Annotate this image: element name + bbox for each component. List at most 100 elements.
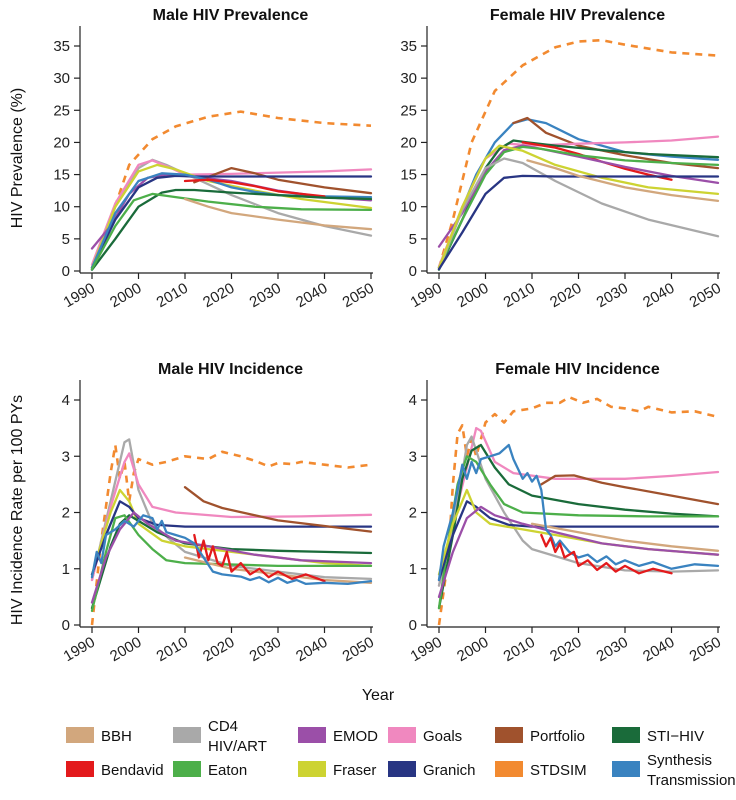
series-line-stdsim	[90, 443, 372, 626]
series-line-portfolio	[193, 166, 373, 195]
legend-label: HIV/ART	[208, 738, 267, 755]
x-tick-label: 2040	[640, 280, 677, 311]
legend-item-fraser: Fraser	[298, 761, 376, 779]
y-tick-label: 3	[409, 448, 417, 465]
x-tick-label: 2030	[247, 634, 284, 665]
y-tick-label: 15	[400, 167, 417, 184]
x-tick-label: 2050	[340, 280, 377, 311]
series-line-eaton	[90, 192, 373, 271]
series-line-portfolio	[183, 486, 373, 533]
legend-item-granich: Granich	[388, 761, 476, 779]
legend-label: Fraser	[333, 762, 376, 779]
legend-item-bbh: BBH	[66, 727, 132, 745]
legend-label: Granich	[423, 762, 476, 779]
y-tick-label: 10	[53, 199, 70, 216]
series-line-bbh	[530, 522, 720, 552]
y-tick-label: 1	[409, 561, 417, 578]
x-tick-label: 2000	[454, 280, 491, 311]
panel-title: Male HIV Incidence	[158, 361, 303, 378]
series-line-portfolio	[540, 474, 720, 506]
panel-title: Male HIV Prevalence	[153, 7, 309, 24]
x-tick-label: 2020	[200, 280, 237, 311]
y-tick-label: 5	[409, 231, 417, 248]
panel-male-incidence: Male HIV Incidence 0 1 2 3 4 1990 2000 2010 2020 2…	[61, 361, 377, 665]
x-tick-label: 2030	[594, 280, 631, 311]
series-line-bbh	[183, 197, 373, 231]
series-line-cd4	[437, 157, 720, 271]
legend-item-emod: EMOD	[298, 727, 378, 745]
series-line-stdsim	[437, 395, 719, 626]
series-line-bbh	[183, 556, 373, 584]
legend-item-synthesis: Synthesis Transmission	[612, 752, 736, 789]
legend-swatch	[66, 761, 94, 777]
y-axis-title-incidence: HIV Incidence Rate per 100 PYs	[9, 395, 26, 625]
y-tick-label: 3	[62, 448, 70, 465]
series-line-synthesis	[437, 443, 720, 582]
series-line-goals	[437, 426, 720, 587]
series-line-granich	[437, 174, 720, 271]
legend-swatch	[388, 727, 416, 743]
x-tick-label: 2010	[154, 280, 191, 311]
y-tick-label: 25	[400, 102, 417, 119]
x-tick-label: 2020	[547, 280, 584, 311]
legend-label: STI−HIV	[647, 728, 704, 745]
series-line-sti	[437, 443, 720, 610]
series-line-fraser	[437, 144, 720, 269]
x-tick-label: 2040	[293, 280, 330, 311]
x-tick-label: 2050	[687, 280, 724, 311]
legend-label: EMOD	[333, 728, 378, 745]
y-tick-label: 35	[400, 38, 417, 55]
legend-item-portfolio: Portfolio	[495, 727, 585, 745]
y-tick-label: 15	[53, 167, 70, 184]
legend-label: Goals	[423, 728, 462, 745]
series-line-synthesis	[437, 118, 720, 269]
series-line-bendavid	[193, 533, 326, 583]
x-tick-label: 1990	[61, 280, 98, 311]
legend-swatch	[495, 727, 523, 743]
panel-female-incidence: Female HIV Incidence 0 1 2 3 4 1990 2000 2010 202…	[408, 361, 724, 665]
legend-swatch	[173, 727, 201, 743]
x-tick-label: 2030	[247, 280, 284, 311]
legend-item-eaton: Eaton	[173, 761, 247, 779]
legend-swatch	[66, 727, 94, 743]
panel-male-prevalence: Male HIV Prevalence 0 5 10 15 20 25 30 35 1990 200…	[53, 7, 377, 311]
legend-item-stdsim: STDSIM	[495, 761, 587, 779]
x-tick-label: 1990	[408, 634, 445, 665]
legend-label: Bendavid	[101, 762, 164, 779]
legend-swatch	[173, 761, 201, 777]
y-tick-label: 0	[409, 617, 417, 634]
y-tick-label: 4	[62, 392, 70, 409]
y-tick-label: 20	[53, 134, 70, 151]
y-tick-label: 5	[62, 231, 70, 248]
legend: BBH CD4 HIV/ART EMOD Goals Portfolio STI−HIV Be…	[66, 718, 736, 789]
legend-swatch	[495, 761, 523, 777]
legend-label: Transmission	[647, 772, 736, 789]
y-tick-label: 4	[409, 392, 417, 409]
series-line-sti	[437, 139, 720, 271]
series-line-synthesis	[90, 514, 373, 586]
x-tick-label: 2000	[107, 634, 144, 665]
x-tick-label: 2010	[501, 280, 538, 311]
legend-label: Synthesis	[647, 752, 712, 769]
y-tick-label: 30	[53, 70, 70, 87]
y-tick-label: 20	[400, 134, 417, 151]
x-tick-label: 2000	[107, 280, 144, 311]
legend-label: STDSIM	[530, 762, 587, 779]
x-tick-label: 2020	[200, 634, 237, 665]
y-tick-label: 0	[409, 263, 417, 280]
legend-swatch	[298, 727, 326, 743]
x-tick-label: 2010	[501, 634, 538, 665]
y-tick-label: 2	[409, 505, 417, 522]
series-line-eaton	[437, 145, 720, 269]
legend-swatch	[298, 761, 326, 777]
series-line-stdsim	[90, 110, 372, 269]
legend-label: Portfolio	[530, 728, 585, 745]
panel-female-prevalence: Female HIV Prevalence 0 5 10 15 20 25 30 35 1990 2…	[400, 7, 724, 311]
legend-item-goals: Goals	[388, 727, 462, 745]
series-line-bendavid	[540, 533, 673, 575]
x-tick-label: 2020	[547, 634, 584, 665]
series-line-bendavid	[183, 178, 326, 198]
legend-swatch	[612, 761, 640, 777]
